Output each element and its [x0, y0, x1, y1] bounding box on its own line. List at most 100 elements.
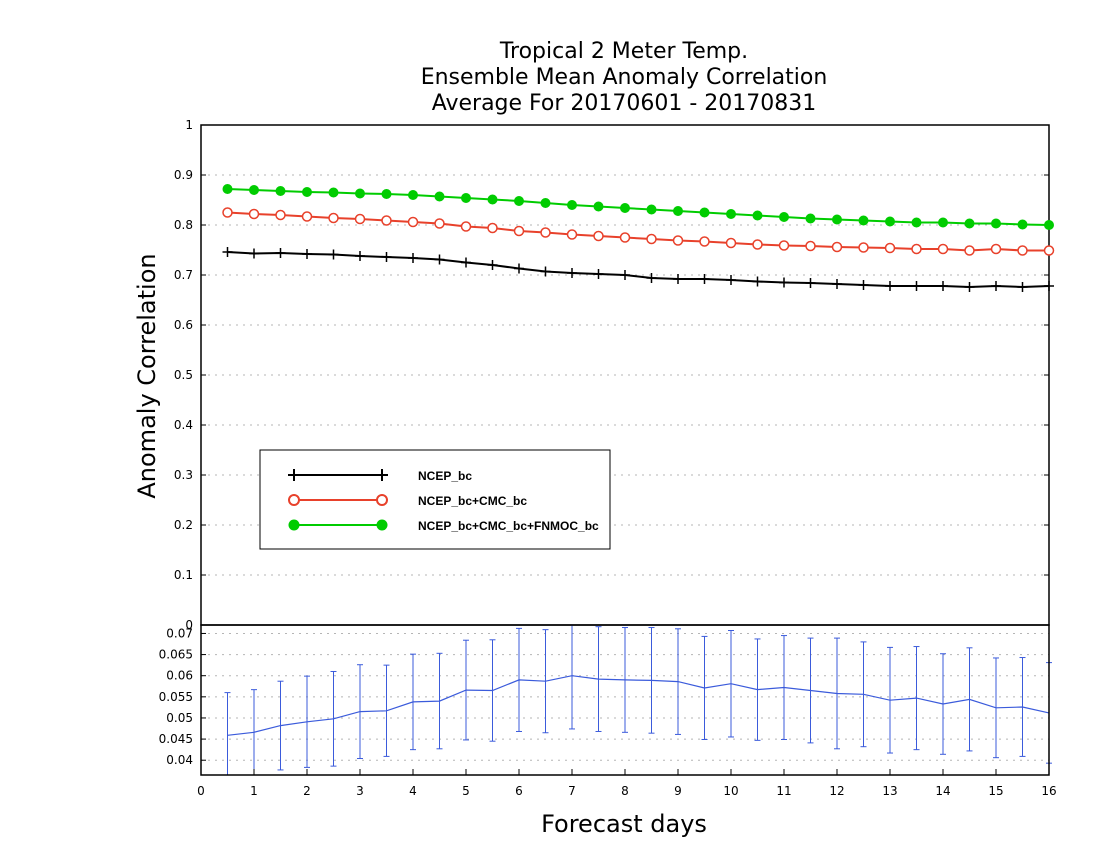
legend-marker-ncep-cmc-left [288, 494, 300, 506]
series-0-point [540, 266, 551, 277]
x-tick-label: 5 [462, 784, 470, 798]
series-1-point [434, 218, 445, 229]
x-tick-label: 6 [515, 784, 523, 798]
series-2-point [1017, 219, 1028, 230]
series-0-point [434, 254, 445, 265]
series-0-point [673, 274, 683, 284]
top-y-tick-label: 0.4 [174, 418, 193, 432]
series-1-point [487, 222, 498, 234]
bottom-y-tick-label: 0.055 [159, 690, 193, 704]
series-0-point [646, 273, 657, 283]
series-0-point [381, 252, 392, 262]
series-0-point [275, 248, 286, 258]
series-2-point [514, 196, 524, 206]
series-2-point [832, 214, 842, 225]
series-0-point [832, 279, 842, 289]
legend-item-ncep: NCEP_bc [288, 469, 472, 483]
series-1-point [778, 240, 790, 251]
x-tick-label: 9 [674, 784, 682, 798]
y-axis-label: Anomaly Correlation [133, 253, 161, 498]
top-y-tick-label: 0.3 [174, 468, 193, 482]
series-2-point [911, 217, 922, 228]
series-0-point [964, 282, 975, 292]
series-1-point [858, 242, 869, 253]
series-1-point [990, 243, 1002, 255]
series-1-point [1043, 245, 1055, 256]
series-1-point [884, 242, 896, 254]
series-1-point [937, 243, 949, 255]
x-tick-label: 2 [303, 784, 311, 798]
series-2-point [805, 213, 816, 224]
series-1-point [354, 213, 366, 225]
series-1-point [699, 236, 710, 247]
series-1-point [540, 227, 551, 238]
series-1-point [407, 216, 419, 228]
series-1-point [301, 211, 313, 222]
x-tick-label: 12 [829, 784, 844, 798]
series-1-point [752, 239, 763, 250]
x-tick-label: 1 [250, 784, 258, 798]
series-1-point [593, 230, 604, 242]
legend: NCEP_bc NCEP_bc+CMC_bc NCEP_bc+CMC_bc+FN… [259, 449, 611, 550]
series-2-point [858, 215, 869, 226]
top-y-tick-label: 0.6 [174, 318, 193, 332]
series-1-point [646, 233, 657, 245]
series-2-point [752, 210, 763, 221]
anomaly-correlation-panel: 0 0.1 0.2 0.3 0.4 0.5 0.6 0.7 0.8 0.9 1 [174, 118, 1055, 632]
x-tick-label: 13 [882, 784, 897, 798]
series-2-point [355, 188, 365, 199]
series-1-point [513, 225, 525, 237]
x-tick-label: 11 [776, 784, 791, 798]
legend-marker-ncep-cmc-fnmoc-right [376, 519, 388, 531]
legend-label-ncep-cmc-fnmoc: NCEP_bc+CMC_bc+FNMOC_bc [418, 519, 599, 533]
series-2-point [487, 194, 498, 205]
series-2-point [620, 203, 630, 213]
chart-title: Tropical 2 Meter Temp. Ensemble Mean Ano… [421, 39, 828, 116]
series-1-point [725, 237, 737, 249]
series-0-point [328, 249, 339, 260]
top-y-tick-label: 0.5 [174, 368, 193, 382]
series-0-point [408, 253, 418, 263]
series-0-point [699, 274, 710, 284]
x-tick-label: 7 [568, 784, 576, 798]
series-0-point [752, 276, 763, 287]
series-0-point [858, 280, 869, 290]
series-2-point [646, 204, 657, 215]
legend-label-ncep: NCEP_bc [418, 469, 472, 483]
series-0-point [249, 248, 259, 259]
series-1-point [566, 229, 578, 240]
series-2-point [673, 206, 683, 216]
series-0-point [567, 268, 577, 278]
series-2-point [593, 201, 604, 212]
series-0-point [726, 275, 736, 285]
x-tick-label: 8 [621, 784, 629, 798]
series-2-point [779, 212, 789, 222]
series-2-point [699, 207, 710, 218]
series-2-point [434, 191, 445, 202]
series-2-point [408, 190, 418, 200]
top-y-tick-label: 0.7 [174, 268, 193, 282]
series-1-point [248, 208, 260, 220]
series-1-point [381, 215, 392, 226]
top-y-tick-label: 0.2 [174, 518, 193, 532]
series-1-point [672, 235, 684, 246]
legend-item-ncep-cmc: NCEP_bc+CMC_bc [288, 494, 527, 508]
series-1-point [222, 207, 233, 218]
series-1-point [964, 245, 975, 256]
series-1-point [911, 243, 922, 255]
legend-label-ncep-cmc: NCEP_bc+CMC_bc [418, 494, 527, 508]
series-2-point [885, 216, 895, 227]
series-line-1 [227, 211, 1049, 252]
x-tick-label: 15 [988, 784, 1003, 798]
series-1-point [1017, 245, 1028, 256]
top-y-tick-label: 0.9 [174, 168, 193, 182]
x-tick-label: 3 [356, 784, 364, 798]
series-2-point [222, 184, 233, 194]
series-line-0 [227, 251, 1050, 289]
difference-line [227, 675, 1050, 736]
title-line-1: Tropical 2 Meter Temp. [499, 39, 748, 64]
series-0-point [991, 281, 1001, 291]
series-0-point [779, 277, 789, 288]
legend-item-ncep-cmc-fnmoc: NCEP_bc+CMC_bc+FNMOC_bc [288, 519, 599, 533]
